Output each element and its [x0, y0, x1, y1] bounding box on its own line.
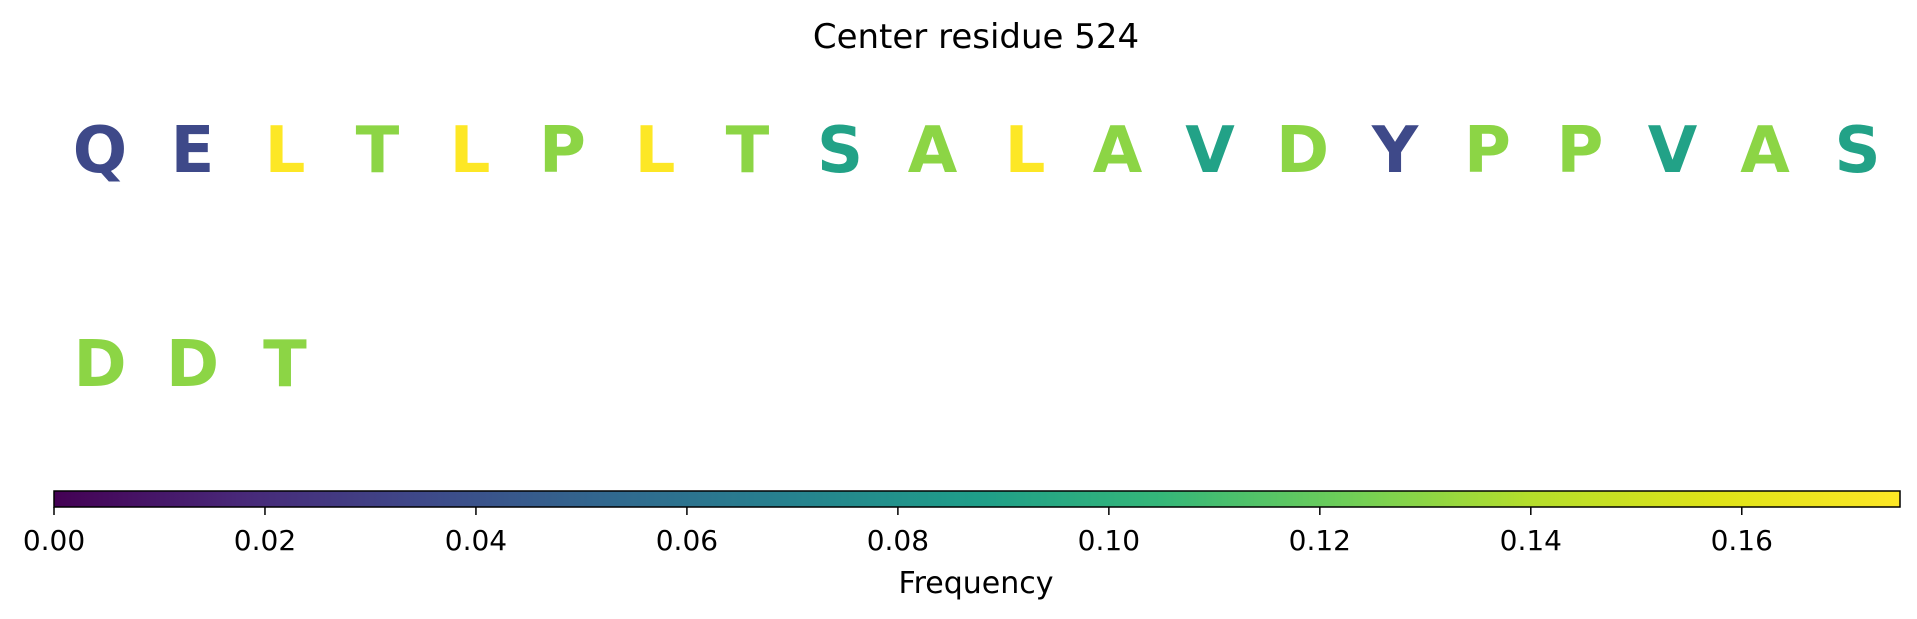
- residue-10-A: A: [908, 114, 958, 188]
- residue-5-L: L: [450, 114, 491, 188]
- colorbar-tick-label: 0.16: [1711, 524, 1773, 557]
- colorbar-tick-label: 0.06: [656, 524, 718, 557]
- residue-1-Q: Q: [73, 114, 127, 188]
- residue-3-L: L: [265, 114, 306, 188]
- residue-11-L: L: [1005, 114, 1046, 188]
- residue-6-P: P: [539, 114, 586, 188]
- colorbar-tick-label: 0.10: [1078, 524, 1140, 557]
- residue-20-S: S: [1834, 114, 1880, 188]
- residue-22-D: D: [166, 328, 219, 402]
- residue-21-D: D: [73, 328, 126, 402]
- residue-sequence: Q E L T L P L T S A L A V D Y P P V A SD D T: [73, 114, 1881, 402]
- colorbar-tick-label: 0.04: [445, 524, 507, 557]
- residue-18-V: V: [1648, 114, 1698, 188]
- colorbar-gradient: [53, 490, 1901, 508]
- residue-9-S: S: [817, 114, 863, 188]
- residue-13-V: V: [1185, 114, 1235, 188]
- residue-19-A: A: [1740, 114, 1790, 188]
- residue-8-T: T: [726, 114, 770, 188]
- colorbar-tick-label: 0.14: [1500, 524, 1562, 557]
- residue-23-T: T: [263, 328, 307, 402]
- residue-12-A: A: [1093, 114, 1143, 188]
- residue-2-E: E: [171, 114, 215, 188]
- colorbar-tick-label: 0.02: [234, 524, 296, 557]
- colorbar-tick-label: 0.08: [867, 524, 929, 557]
- residue-14-D: D: [1276, 114, 1329, 188]
- colorbar: 0.00 0.02 0.04 0.06 0.08 0.10 0.12 0.14 0.16 Fre…: [23, 490, 1901, 601]
- colorbar-tick-label: 0.12: [1289, 524, 1351, 557]
- colorbar-tick-label: 0.00: [23, 524, 85, 557]
- residue-16-P: P: [1464, 114, 1511, 188]
- chart-title: Center residue 524: [813, 17, 1139, 57]
- colorbar-ticks: 0.00 0.02 0.04 0.06 0.08 0.10 0.12 0.14 0.16: [23, 507, 1773, 557]
- residue-4-T: T: [356, 114, 400, 188]
- residue-17-P: P: [1557, 114, 1604, 188]
- residue-7-L: L: [635, 114, 676, 188]
- colorbar-label: Frequency: [899, 566, 1054, 601]
- residue-15-Y: Y: [1371, 114, 1419, 188]
